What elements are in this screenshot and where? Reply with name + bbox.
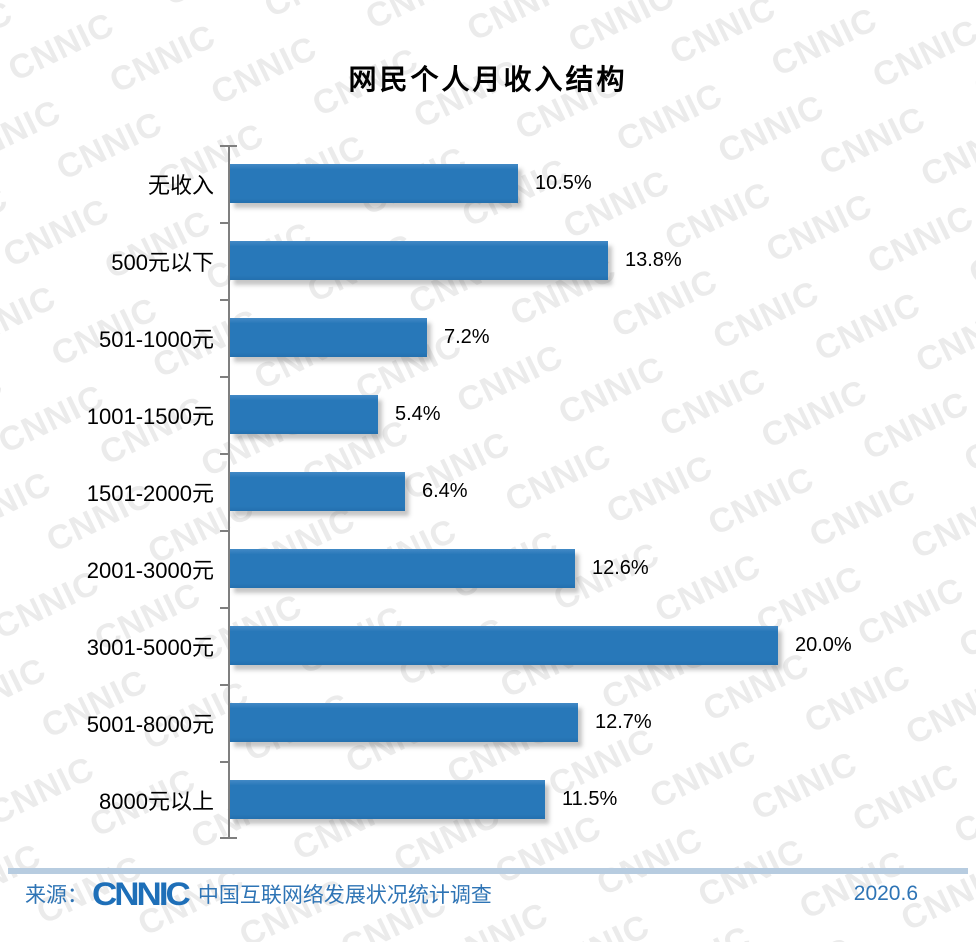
axis-tick bbox=[220, 145, 228, 147]
category-label: 5001-8000元 bbox=[86, 711, 214, 737]
bar bbox=[230, 164, 518, 203]
axis-tick bbox=[220, 376, 228, 378]
value-label: 20.0% bbox=[795, 634, 852, 656]
category-label: 500元以下 bbox=[111, 249, 214, 275]
value-label: 12.6% bbox=[592, 557, 649, 579]
axis-tick bbox=[220, 530, 228, 532]
bar bbox=[230, 395, 378, 434]
value-label: 13.8% bbox=[625, 249, 682, 271]
bar bbox=[230, 549, 575, 588]
category-label: 1001-1500元 bbox=[86, 403, 214, 429]
category-label: 2001-3000元 bbox=[86, 557, 214, 583]
source-text: 中国互联网络发展状况统计调查 bbox=[197, 884, 492, 907]
bar bbox=[230, 626, 778, 665]
axis-tick bbox=[220, 761, 228, 763]
bar bbox=[230, 318, 427, 357]
axis-tick bbox=[220, 453, 228, 455]
value-label: 6.4% bbox=[422, 480, 468, 502]
value-label: 12.7% bbox=[595, 711, 652, 733]
category-axis-line bbox=[228, 145, 230, 839]
axis-end-tick bbox=[230, 145, 237, 147]
category-label: 8000元以上 bbox=[99, 788, 214, 814]
axis-tick bbox=[220, 684, 228, 686]
footer: 来源： CNNIC 中国互联网络发展状况统计调查 bbox=[25, 874, 951, 914]
axis-tick bbox=[220, 607, 228, 609]
axis-tick bbox=[220, 222, 228, 224]
footer-divider-band bbox=[8, 868, 968, 874]
bar bbox=[230, 703, 578, 742]
chart-title: 网民个人月收入结构 bbox=[348, 64, 628, 95]
value-label: 5.4% bbox=[395, 403, 441, 425]
axis-tick bbox=[220, 299, 228, 301]
category-label: 无收入 bbox=[147, 172, 214, 198]
bar bbox=[230, 241, 608, 280]
value-label: 10.5% bbox=[535, 172, 592, 194]
footer-date: 2020.6 bbox=[853, 882, 918, 905]
category-label: 501-1000元 bbox=[99, 326, 214, 352]
bar bbox=[230, 472, 405, 511]
axis-end-tick bbox=[230, 837, 237, 839]
category-label: 1501-2000元 bbox=[86, 480, 214, 506]
value-label: 11.5% bbox=[562, 788, 618, 810]
axis-tick bbox=[220, 837, 228, 839]
source-label: 来源： bbox=[25, 884, 88, 907]
category-label: 3001-5000元 bbox=[86, 634, 214, 660]
bar bbox=[230, 780, 545, 819]
value-label: 7.2% bbox=[444, 326, 490, 348]
cnnic-logo: CNNIC bbox=[92, 876, 191, 912]
